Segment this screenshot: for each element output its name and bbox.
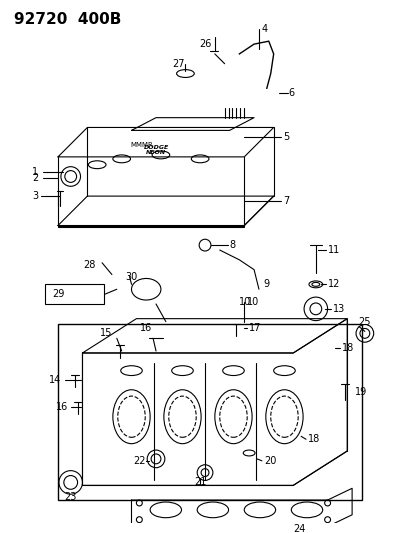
Text: 10: 10 [239, 297, 251, 307]
Text: 9: 9 [263, 279, 269, 289]
Text: 21: 21 [193, 478, 206, 487]
Bar [45, 284, 104, 304]
Text: 1: 1 [32, 167, 38, 176]
Text: 23: 23 [64, 492, 77, 502]
Text: 13: 13 [332, 304, 344, 314]
Text: 6: 6 [288, 88, 294, 98]
Text: 16: 16 [55, 402, 68, 412]
Text: 17: 17 [249, 324, 261, 334]
Text: 7: 7 [283, 196, 289, 206]
Text: 11: 11 [327, 245, 339, 255]
Text: 15: 15 [99, 328, 112, 338]
Text: 22: 22 [133, 456, 146, 466]
Bar [58, 324, 361, 500]
Text: 20: 20 [263, 456, 275, 466]
Text: 5: 5 [283, 132, 289, 142]
Text: 12: 12 [327, 279, 339, 289]
Text: 8: 8 [229, 240, 235, 250]
Text: 92720  400B: 92720 400B [14, 12, 121, 27]
Text: 26: 26 [198, 39, 211, 49]
Text: 2: 2 [32, 173, 38, 183]
Text: 16: 16 [140, 324, 152, 333]
Text: 18: 18 [342, 343, 354, 353]
Text: 18: 18 [307, 434, 320, 445]
Text: 24: 24 [292, 524, 305, 533]
Text: 19: 19 [354, 387, 366, 397]
Text: MMMR: MMMR [130, 142, 152, 148]
Text: 27: 27 [172, 59, 184, 69]
Text: 30: 30 [125, 271, 137, 281]
Text: DODGE
NEON: DODGE NEON [143, 144, 168, 156]
Text: 29: 29 [52, 289, 64, 299]
Text: 14: 14 [49, 375, 61, 385]
Text: 10: 10 [247, 297, 259, 307]
Text: 25: 25 [358, 317, 370, 327]
Text: 3: 3 [32, 191, 38, 201]
Text: 28: 28 [83, 260, 95, 270]
Text: 4: 4 [261, 25, 267, 35]
